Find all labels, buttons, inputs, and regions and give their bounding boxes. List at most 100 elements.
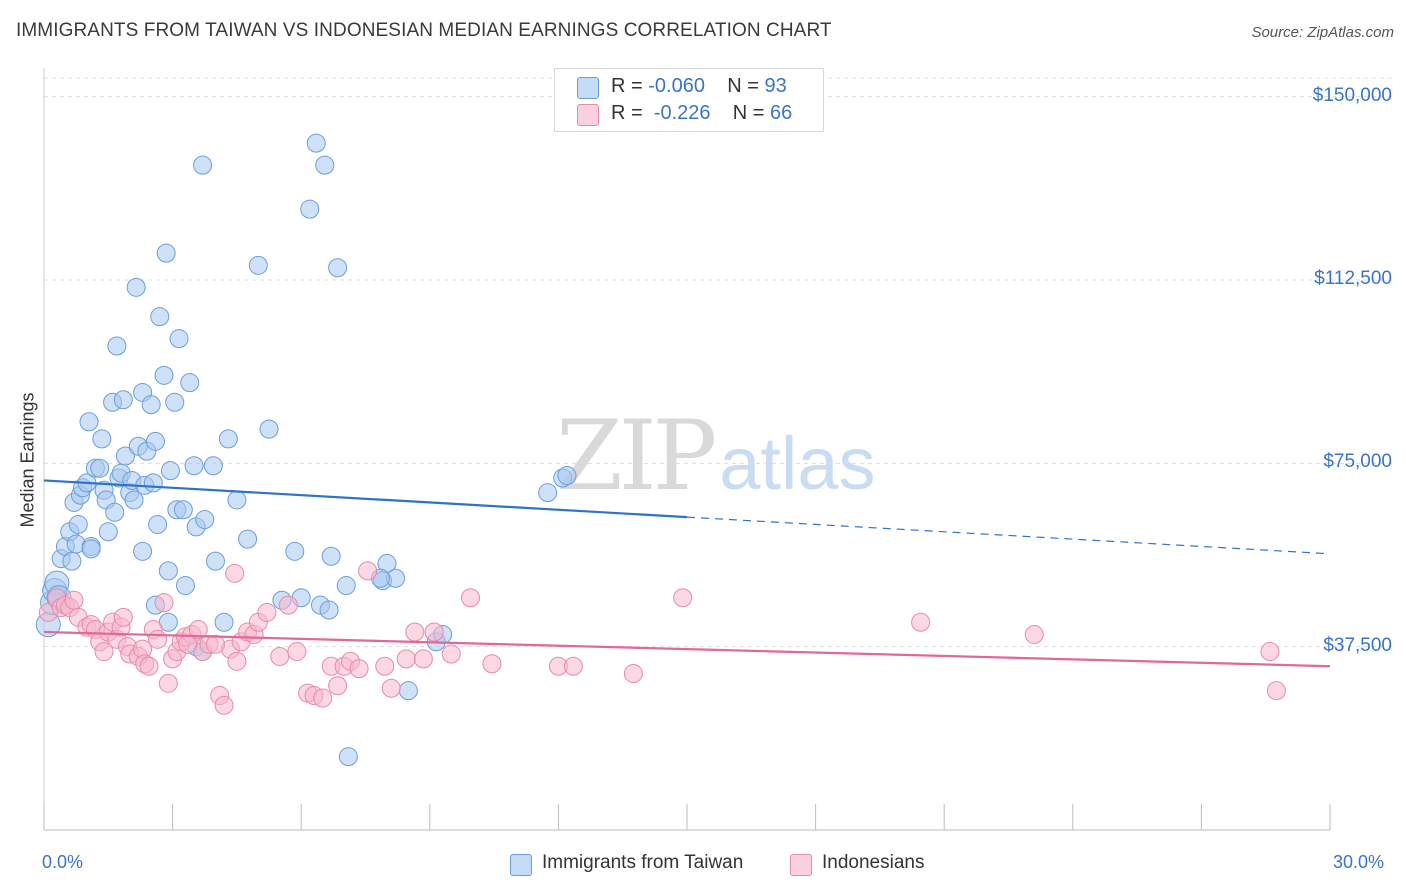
point-0-61 — [227, 490, 247, 510]
point-1-65 — [563, 656, 583, 676]
point-0-29 — [115, 446, 135, 466]
point-1-57 — [396, 649, 416, 669]
y-tick-label-1: $75,000 — [1323, 451, 1392, 473]
point-0-45 — [156, 243, 176, 263]
series-name-indonesians: Indonesians — [822, 852, 925, 873]
point-1-37 — [227, 651, 247, 671]
series-name-taiwan: Immigrants from Taiwan — [542, 852, 744, 873]
point-1-53 — [349, 659, 369, 679]
point-0-69 — [321, 546, 341, 566]
point-0-33 — [126, 277, 146, 297]
series-1-points — [38, 561, 1286, 715]
point-0-60 — [218, 429, 238, 449]
y-tick-label-0: $37,500 — [1323, 634, 1392, 656]
point-0-28 — [113, 390, 133, 410]
source-label: Source: ZipAtlas.com — [1251, 24, 1394, 41]
point-1-59 — [413, 649, 433, 669]
point-0-88 — [319, 600, 339, 620]
point-0-25 — [107, 336, 127, 356]
point-0-51 — [173, 500, 193, 520]
point-0-68 — [315, 155, 335, 175]
point-1-63 — [482, 654, 502, 674]
point-1-31 — [188, 620, 208, 640]
point-0-15 — [79, 412, 99, 432]
point-1-75 — [178, 634, 198, 654]
legend-r-label: R = — [611, 102, 643, 124]
point-1-68 — [911, 612, 931, 632]
legend-n-label: N = — [732, 102, 765, 124]
point-0-59 — [205, 551, 225, 571]
point-1-61 — [441, 644, 461, 664]
point-1-67 — [673, 588, 693, 608]
point-1-43 — [270, 646, 290, 666]
point-0-39 — [141, 395, 161, 415]
point-0-11 — [68, 514, 88, 534]
point-1-48 — [313, 688, 333, 708]
stats-legend: R = -0.060 N = 93 R = -0.226 N = 66 — [554, 68, 824, 132]
point-0-57 — [195, 510, 215, 530]
point-0-8 — [62, 551, 82, 571]
point-1-54 — [358, 561, 378, 581]
x-tick-label-max: 30.0% — [1333, 852, 1385, 872]
trendline-1-solid — [43, 630, 1331, 668]
point-1-5 — [64, 590, 84, 610]
point-0-53 — [180, 373, 200, 393]
y-tick-label-2: $112,500 — [1314, 268, 1392, 289]
point-0-84 — [214, 612, 234, 632]
point-0-18 — [90, 458, 110, 478]
point-0-48 — [165, 392, 185, 412]
point-1-71 — [1266, 681, 1286, 701]
legend-r-value: -0.060 — [648, 75, 705, 97]
point-0-64 — [259, 419, 279, 439]
point-1-35 — [214, 695, 234, 715]
point-1-45 — [287, 642, 307, 662]
legend-swatch-taiwan — [577, 77, 599, 99]
legend-swatch-indonesians — [577, 104, 599, 126]
point-0-54 — [184, 456, 204, 476]
point-0-44 — [154, 365, 174, 385]
point-1-73 — [225, 563, 245, 583]
series-swatch-indonesians — [790, 854, 812, 876]
point-0-89 — [336, 576, 356, 596]
point-0-58 — [203, 456, 223, 476]
point-1-70 — [1260, 642, 1280, 662]
point-0-63 — [248, 255, 268, 275]
legend-n-value: 66 — [770, 102, 793, 124]
point-0-19 — [92, 429, 112, 449]
point-1-24 — [154, 593, 174, 613]
legend-r-value: -0.226 — [653, 102, 711, 124]
chart-title: IMMIGRANTS FROM TAIWAN VS INDONESIAN MED… — [16, 20, 832, 41]
point-1-58 — [405, 622, 425, 642]
y-tick-label-3: $150,000 — [1312, 84, 1392, 106]
series-legend: Immigrants from Taiwan Indonesians — [0, 852, 1406, 878]
series-swatch-taiwan — [510, 854, 532, 876]
point-0-43 — [150, 307, 170, 327]
x-tick-label-min: 0.0% — [42, 852, 84, 872]
point-0-36 — [133, 541, 153, 561]
point-1-69 — [1024, 624, 1044, 644]
point-0-71 — [338, 747, 358, 767]
point-1-21 — [139, 656, 159, 676]
point-0-75 — [398, 681, 418, 701]
point-0-46 — [158, 561, 178, 581]
legend-r-label: R = — [611, 75, 643, 97]
point-0-22 — [98, 522, 118, 542]
point-0-41 — [145, 431, 165, 451]
point-0-24 — [105, 502, 125, 522]
point-1-15 — [113, 607, 133, 627]
trendline-0-solid — [43, 479, 688, 519]
point-1-25 — [158, 673, 178, 693]
point-1-60 — [424, 622, 444, 642]
point-0-66 — [300, 199, 320, 219]
point-0-78 — [538, 483, 558, 503]
y-axis-label: Median Earnings — [17, 392, 38, 528]
point-0-47 — [160, 461, 180, 481]
point-1-72 — [205, 634, 225, 654]
point-0-70 — [328, 258, 348, 278]
point-0-50 — [169, 329, 189, 349]
legend-n-value: 93 — [764, 75, 787, 97]
point-0-81 — [81, 539, 101, 559]
point-1-66 — [623, 664, 643, 684]
point-1-23 — [148, 629, 168, 649]
